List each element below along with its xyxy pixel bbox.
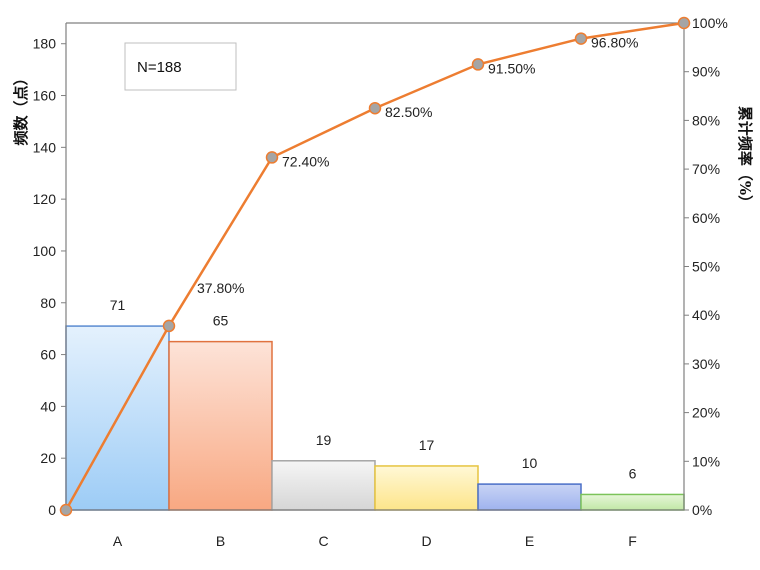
bar-label-d: 17 (419, 437, 435, 453)
cumulative-label-3: 82.50% (385, 104, 432, 120)
y-tick-80: 80 (40, 295, 56, 311)
y-tick-60: 60 (40, 347, 56, 363)
y2-tick-40: 40% (692, 307, 720, 323)
bar-label-a: 71 (110, 297, 126, 313)
bar-f (580, 493, 685, 511)
cumulative-point-0 (59, 503, 73, 517)
cumulative-point-1 (162, 319, 176, 333)
bar-label-b: 65 (213, 313, 229, 329)
bar-d (374, 465, 479, 511)
cumulative-label-1: 37.80% (197, 280, 244, 296)
x-tick-b: B (216, 533, 225, 549)
x-tick-c: C (318, 533, 328, 549)
cumulative-point-3 (368, 101, 382, 115)
annotation-box: N=188 (124, 42, 237, 91)
y-tick-180: 180 (33, 36, 57, 52)
bar-label-f: 6 (629, 465, 637, 481)
x-tick-f: F (628, 533, 637, 549)
x-tick-labels: A B C D E F (113, 533, 637, 549)
y2-tick-50: 50% (692, 259, 720, 275)
y2-tick-0: 0% (692, 502, 712, 518)
y2-tick-90: 90% (692, 64, 720, 80)
y2-tick-labels: 0% 10% 20% 30% 40% 50% 60% 70% 80% 90% 100% (692, 15, 728, 518)
cumulative-point-6 (677, 16, 691, 30)
y2-axis-title: 累计频率（%） (736, 106, 754, 210)
bar-label-e: 10 (522, 455, 538, 471)
cumulative-label-4: 91.50% (488, 60, 535, 76)
y-tick-100: 100 (33, 243, 57, 259)
cumulative-point-2 (265, 151, 279, 164)
bar-label-c: 19 (316, 432, 332, 448)
axes-layer (61, 22, 689, 511)
y-axis-title: 频数（点） (12, 70, 30, 145)
y-tick-160: 160 (33, 88, 57, 104)
y-tick-120: 120 (33, 191, 57, 207)
bar-value-labels: 71 65 19 17 10 6 (110, 297, 637, 481)
y-tick-0: 0 (48, 502, 56, 518)
bar-c (271, 460, 376, 511)
annotation-text: N=188 (137, 59, 182, 76)
x-tick-d: D (421, 533, 431, 549)
x-tick-e: E (525, 533, 534, 549)
y2-tick-80: 80% (692, 112, 720, 128)
y2-tick-70: 70% (692, 161, 720, 177)
y-tick-140: 140 (33, 139, 57, 155)
y-tick-labels: 0 20 40 60 80 100 120 140 160 180 (33, 36, 57, 518)
y2-tick-30: 30% (692, 356, 720, 372)
bars-layer (65, 325, 685, 511)
bar-b (168, 340, 273, 511)
y2-tick-10: 10% (692, 453, 720, 469)
cumulative-point-5 (574, 32, 588, 45)
cumulative-label-2: 72.40% (282, 153, 329, 169)
y-tick-20: 20 (40, 450, 56, 466)
x-tick-a: A (113, 533, 123, 549)
cumulative-line-layer (59, 16, 691, 517)
cumulative-point-4 (471, 58, 485, 71)
cumulative-labels: 37.80% 72.40% 82.50% 91.50% 96.80% (197, 35, 638, 296)
y2-tick-20: 20% (692, 405, 720, 421)
y2-tick-60: 60% (692, 210, 720, 226)
y-tick-40: 40 (40, 398, 56, 414)
y2-tick-100: 100% (692, 15, 728, 31)
bar-e (477, 483, 582, 511)
cumulative-label-5: 96.80% (591, 35, 638, 51)
